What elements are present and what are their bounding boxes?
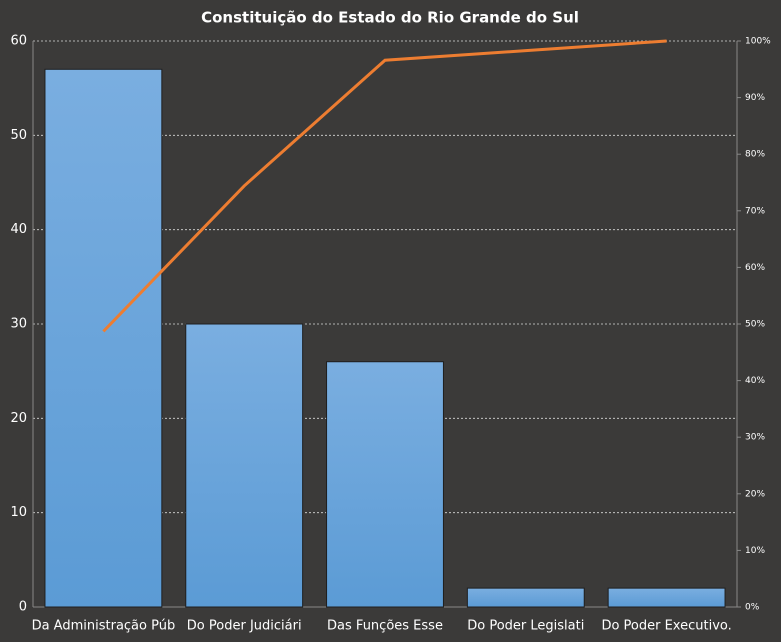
y-tick-label: 30 — [10, 317, 27, 332]
y2-tick-label: 20% — [745, 489, 765, 499]
bar — [466, 587, 585, 608]
y2-tick-label: 70% — [745, 206, 765, 216]
bar — [44, 68, 163, 608]
y-tick-label: 0 — [19, 600, 27, 615]
bar — [185, 323, 304, 608]
y2-tick-label: 80% — [745, 150, 765, 160]
y2-tick-label: 90% — [745, 93, 765, 103]
cumulative-line — [102, 39, 667, 333]
y-tick-label: 50 — [10, 128, 27, 143]
y2-tick-label: 60% — [745, 263, 765, 273]
y2-tick-label: 0% — [745, 603, 760, 613]
x-tick-label: Do Poder Executivo. — [601, 619, 731, 634]
y2-tick-label: 50% — [745, 320, 765, 330]
y-tick-label: 10 — [10, 505, 27, 520]
y-tick-label: 40 — [10, 222, 27, 237]
bar — [607, 587, 726, 608]
x-tick-label: Do Poder Legislati — [467, 619, 584, 634]
x-tick-label: Do Poder Judiciári — [187, 619, 302, 634]
bar — [326, 361, 444, 608]
y-tick-label: 60 — [10, 34, 27, 49]
y2-tick-label: 10% — [745, 546, 765, 556]
x-tick-label: Das Funções Esse — [327, 619, 443, 634]
y2-tick-label: 40% — [745, 376, 765, 386]
x-tick-label: Da Administração Púb — [32, 619, 176, 634]
y2-tick-label: 30% — [745, 433, 765, 443]
y2-tick-label: 100% — [745, 37, 771, 47]
chart-title: Constituição do Estado do Rio Grande do … — [201, 9, 579, 27]
y-tick-label: 20 — [10, 411, 27, 426]
